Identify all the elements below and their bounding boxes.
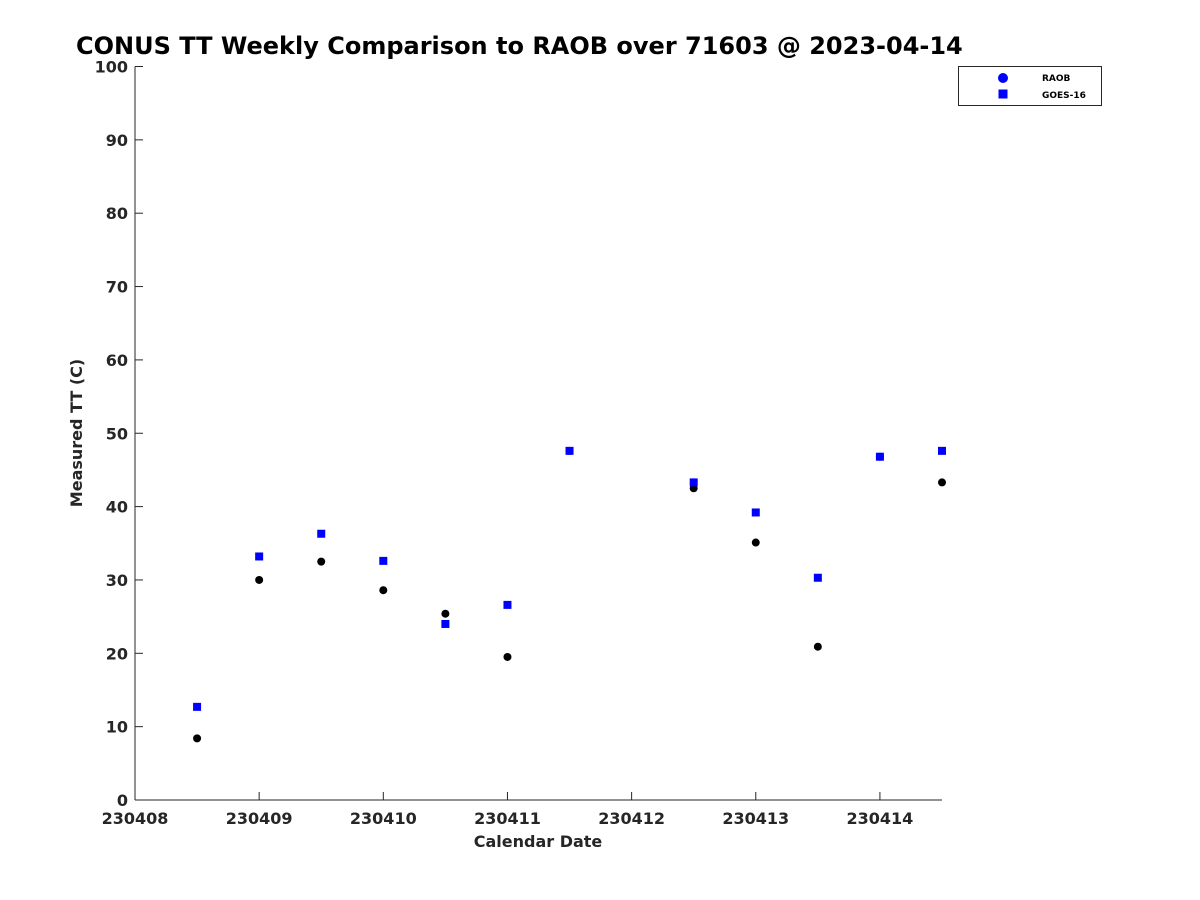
- y-tick-label-30: 30: [106, 571, 128, 590]
- point-goes16-9: [813, 573, 822, 582]
- y-tick-label-40: 40: [106, 498, 128, 517]
- y-tick-label-0: 0: [117, 791, 128, 810]
- legend-marker-goes16: [998, 89, 1008, 99]
- point-goes16-4: [441, 619, 450, 628]
- legend: RAOB GOES-16: [958, 66, 1102, 106]
- y-tick-label-100: 100: [95, 58, 128, 77]
- point-raob-2: [317, 557, 326, 566]
- point-raob-1: [255, 575, 264, 584]
- point-raob-0: [193, 734, 202, 743]
- legend-label-raob: RAOB: [1042, 74, 1071, 84]
- y-axis-label: Measured TT (C): [67, 359, 86, 507]
- point-raob-11: [938, 478, 946, 487]
- legend-box: [958, 66, 1102, 106]
- legend-label-goes16: GOES-16: [1042, 91, 1086, 101]
- point-raob-4: [441, 609, 450, 618]
- point-goes16-1: [255, 552, 264, 561]
- point-goes16-8: [751, 508, 760, 517]
- x-tick-label-230411: 230411: [474, 809, 541, 828]
- legend-marker-raob: [998, 73, 1008, 83]
- x-tick-label-230413: 230413: [722, 809, 789, 828]
- y-tick-label-20: 20: [106, 644, 128, 663]
- point-raob-3: [379, 586, 388, 595]
- y-tick-label-10: 10: [106, 718, 128, 737]
- point-raob-5: [503, 652, 512, 661]
- x-tick-label-230408: 230408: [102, 809, 169, 828]
- point-goes16-11: [938, 446, 946, 455]
- point-goes16-6: [565, 446, 574, 455]
- y-tick-label-60: 60: [106, 351, 128, 370]
- data-points: [193, 446, 946, 743]
- y-tick-label-90: 90: [106, 131, 128, 150]
- point-goes16-7: [689, 478, 698, 487]
- point-raob-8: [751, 538, 760, 547]
- x-tick-label-230414: 230414: [847, 809, 914, 828]
- point-raob-9: [813, 642, 822, 651]
- axis-ticks: 0 10 20 30 40 50 60 70 80 90 100 230408 230409 230410…: [95, 58, 914, 829]
- y-tick-label-70: 70: [106, 278, 128, 297]
- point-goes16-0: [193, 702, 202, 711]
- point-goes16-2: [317, 529, 326, 538]
- point-goes16-3: [379, 556, 388, 565]
- x-tick-label-230410: 230410: [350, 809, 417, 828]
- x-axis-label: Calendar Date: [474, 832, 603, 851]
- x-tick-label-230412: 230412: [598, 809, 665, 828]
- y-tick-label-80: 80: [106, 204, 128, 223]
- plot-area: [135, 66, 942, 800]
- point-goes16-10: [875, 452, 884, 461]
- y-tick-label-50: 50: [106, 424, 128, 443]
- chart-title: CONUS TT Weekly Comparison to RAOB over …: [76, 32, 963, 60]
- x-tick-label-230409: 230409: [226, 809, 293, 828]
- point-goes16-5: [503, 600, 512, 609]
